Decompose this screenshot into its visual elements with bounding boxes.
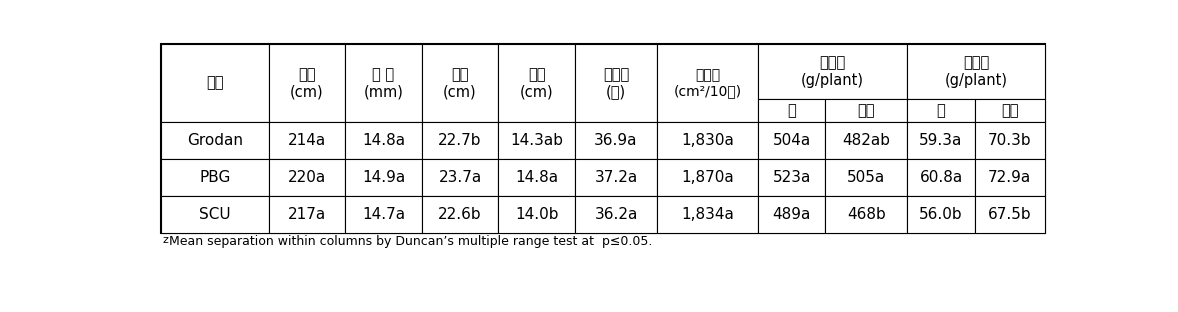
Bar — [657, 44, 757, 122]
Bar — [826, 122, 907, 159]
Bar — [498, 122, 575, 159]
Text: 엽폭
(cm): 엽폭 (cm) — [519, 67, 554, 99]
Bar — [907, 159, 974, 196]
Text: 482ab: 482ab — [842, 133, 891, 148]
Text: 220a: 220a — [287, 170, 326, 185]
Bar — [161, 44, 269, 122]
Bar — [161, 196, 269, 233]
Text: 엽면적
(cm²/10매): 엽면적 (cm²/10매) — [674, 68, 742, 98]
Bar — [575, 122, 657, 159]
Bar — [345, 196, 422, 233]
Text: 생체중
(g/plant): 생체중 (g/plant) — [801, 55, 865, 88]
Bar — [974, 159, 1045, 196]
Text: 14.0b: 14.0b — [515, 207, 558, 222]
Text: z: z — [163, 235, 168, 245]
Bar — [907, 196, 974, 233]
Text: 1,830a: 1,830a — [681, 133, 734, 148]
Text: 처리: 처리 — [206, 76, 224, 90]
Bar — [974, 99, 1045, 122]
Text: 엽장
(cm): 엽장 (cm) — [443, 67, 477, 99]
Text: 22.6b: 22.6b — [438, 207, 482, 222]
Text: 504a: 504a — [773, 133, 810, 148]
Text: Grodan: Grodan — [187, 133, 243, 148]
Text: 1,834a: 1,834a — [681, 207, 734, 222]
Text: 14.9a: 14.9a — [362, 170, 405, 185]
Text: 67.5b: 67.5b — [988, 207, 1032, 222]
Bar — [269, 122, 345, 159]
Bar — [345, 159, 422, 196]
Bar — [422, 44, 498, 122]
Bar — [657, 122, 757, 159]
Bar — [657, 159, 757, 196]
Text: 523a: 523a — [773, 170, 810, 185]
Text: 505a: 505a — [847, 170, 886, 185]
Bar — [657, 196, 757, 233]
Bar — [974, 196, 1045, 233]
Text: 14.8a: 14.8a — [515, 170, 558, 185]
Bar — [161, 122, 269, 159]
Bar — [757, 122, 826, 159]
Bar — [974, 122, 1045, 159]
Text: 마디수
(개): 마디수 (개) — [603, 67, 629, 99]
Bar — [826, 99, 907, 122]
Bar — [498, 159, 575, 196]
Text: 59.3a: 59.3a — [919, 133, 962, 148]
Text: 60.8a: 60.8a — [919, 170, 962, 185]
Text: 37.2a: 37.2a — [595, 170, 637, 185]
Text: 70.3b: 70.3b — [988, 133, 1032, 148]
Bar — [345, 44, 422, 122]
Bar — [907, 44, 1045, 99]
Text: 56.0b: 56.0b — [919, 207, 962, 222]
Text: 14.7a: 14.7a — [362, 207, 405, 222]
Bar — [757, 196, 826, 233]
Bar — [907, 122, 974, 159]
Text: 건물중
(g/plant): 건물중 (g/plant) — [945, 55, 1007, 88]
Text: 214a: 214a — [287, 133, 326, 148]
Text: 36.2a: 36.2a — [595, 207, 637, 222]
Bar — [575, 159, 657, 196]
Bar — [422, 122, 498, 159]
Text: 잎: 잎 — [937, 103, 946, 118]
Text: 1,870a: 1,870a — [681, 170, 734, 185]
Bar — [757, 99, 826, 122]
Bar — [345, 122, 422, 159]
Bar — [498, 44, 575, 122]
Text: 잎: 잎 — [787, 103, 796, 118]
Bar — [269, 44, 345, 122]
Bar — [422, 196, 498, 233]
Bar — [907, 99, 974, 122]
Bar — [575, 196, 657, 233]
Text: Mean separation within columns by Duncan’s multiple range test at  p≤0.05.: Mean separation within columns by Duncan… — [168, 236, 653, 248]
Bar — [269, 196, 345, 233]
Bar — [826, 196, 907, 233]
Bar — [826, 159, 907, 196]
Text: 22.7b: 22.7b — [438, 133, 482, 148]
Bar — [757, 159, 826, 196]
Text: 36.9a: 36.9a — [594, 133, 637, 148]
Text: 468b: 468b — [847, 207, 886, 222]
Text: 72.9a: 72.9a — [988, 170, 1031, 185]
Text: 14.8a: 14.8a — [362, 133, 405, 148]
Text: 14.3ab: 14.3ab — [510, 133, 563, 148]
Bar — [575, 44, 657, 122]
Text: SCU: SCU — [199, 207, 231, 222]
Bar — [422, 159, 498, 196]
Bar — [269, 159, 345, 196]
Bar — [161, 44, 1045, 233]
Text: PBG: PBG — [199, 170, 231, 185]
Text: 경 경
(mm): 경 경 (mm) — [364, 67, 403, 99]
Text: 줄기: 줄기 — [1001, 103, 1019, 118]
Text: 23.7a: 23.7a — [438, 170, 482, 185]
Text: 217a: 217a — [287, 207, 326, 222]
Text: 489a: 489a — [773, 207, 810, 222]
Text: 줄기: 줄기 — [858, 103, 875, 118]
Text: 초장
(cm): 초장 (cm) — [290, 67, 324, 99]
Bar — [498, 196, 575, 233]
Bar — [161, 159, 269, 196]
Bar — [757, 44, 907, 99]
